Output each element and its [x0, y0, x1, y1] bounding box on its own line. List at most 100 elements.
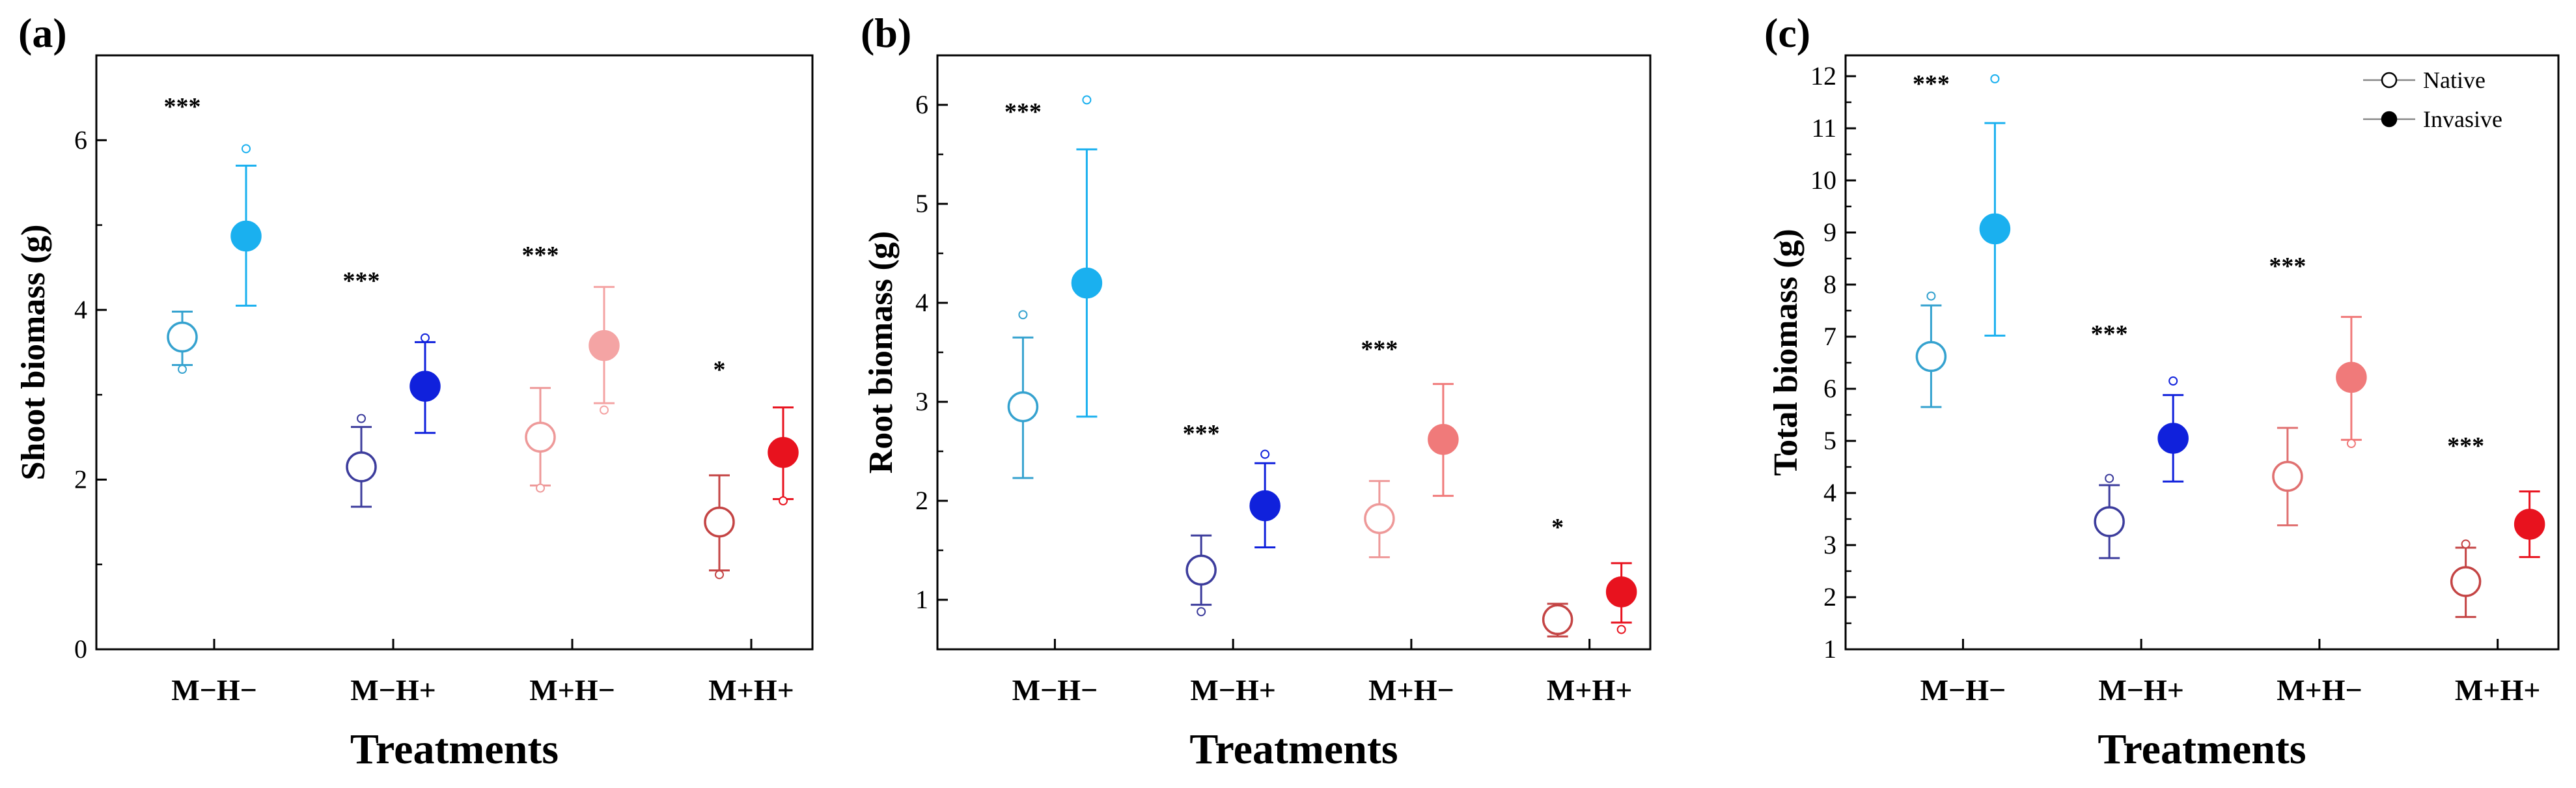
- mean-marker: [1428, 424, 1459, 455]
- y-tick-label: 2: [915, 486, 928, 515]
- mean-marker: [1249, 490, 1281, 522]
- mean-marker: [230, 220, 262, 252]
- y-tick-label: 4: [1823, 478, 1836, 507]
- x-tick-label: M+H+: [2455, 673, 2541, 707]
- x-tick-label: M+H−: [2277, 673, 2362, 707]
- data-point-invasive: [1071, 95, 1103, 418]
- chart-panel-1: (a) 0 2 4 6 M−H− M−H+ M+H− M+H+ Treatments Shoot b…: [15, 10, 814, 773]
- x-tick-label: M−H−: [1920, 673, 2006, 707]
- y-tick-label: 1: [1823, 634, 1836, 664]
- mean-marker: [2336, 361, 2367, 393]
- data-point-invasive: [1979, 74, 2011, 337]
- y-tick-label: 10: [1810, 165, 1836, 195]
- y-tick-label: 0: [74, 634, 87, 664]
- data-point-invasive: [409, 333, 441, 434]
- mean-marker: [167, 321, 198, 353]
- y-tick-label: 3: [915, 387, 928, 416]
- mean-marker: [768, 436, 799, 468]
- significance-label: ***: [1004, 98, 1042, 126]
- data-point-native: [2272, 427, 2303, 527]
- panel-letter: (a): [18, 10, 67, 56]
- y-tick-label: 8: [1823, 270, 1836, 299]
- x-axis-title: Treatments: [350, 725, 559, 773]
- significance-label: *: [1551, 514, 1564, 541]
- outlier-marker: [2346, 439, 2356, 448]
- y-tick-label: 12: [1810, 61, 1836, 91]
- mean-marker: [1915, 341, 1947, 373]
- data-point-native: [2094, 473, 2125, 559]
- x-tick-label: M+H+: [1547, 673, 1633, 707]
- outlier-marker: [1082, 95, 1092, 105]
- y-tick-label: 11: [1811, 113, 1836, 143]
- significance-label: ***: [1913, 70, 1950, 98]
- data-point-invasive: [1249, 449, 1281, 548]
- significance-label: *: [713, 356, 726, 384]
- mean-marker: [1605, 576, 1637, 608]
- data-point-invasive: [2157, 376, 2189, 483]
- y-axis-title: Shoot biomass (g): [15, 225, 52, 481]
- y-tick-label: 6: [74, 125, 87, 154]
- data-point-native: [1185, 534, 1217, 617]
- x-tick-label: M+H−: [1368, 673, 1454, 707]
- mean-marker: [346, 451, 377, 483]
- data-point-native: [167, 310, 198, 374]
- mean-marker: [1542, 604, 1573, 636]
- data-point-invasive: [230, 144, 262, 307]
- legend: Native Invasive: [2363, 67, 2502, 132]
- data-point-native: [704, 474, 735, 580]
- x-tick-label: M−H+: [2098, 673, 2184, 707]
- outlier-marker: [2168, 376, 2178, 386]
- mean-marker: [1007, 391, 1039, 423]
- x-tick-label: M+H−: [529, 673, 615, 707]
- data-point-invasive: [2336, 316, 2367, 448]
- outlier-marker: [1018, 310, 1028, 320]
- chart-panel-2: (b) 1 2 3 4 5 6 M−H− M−H+ M+H− M+H+ Treatments Root …: [861, 10, 1652, 773]
- legend-label: Native: [2423, 67, 2486, 93]
- data-point-native: [346, 414, 377, 508]
- outlier-marker: [2461, 539, 2471, 549]
- mean-marker: [2450, 566, 2482, 597]
- y-tick-label: 5: [1823, 426, 1836, 455]
- data-point-invasive: [2514, 490, 2545, 558]
- x-tick-label: M+H+: [708, 673, 794, 707]
- outlier-marker: [779, 496, 788, 505]
- data-point-native: [525, 387, 556, 493]
- data-point-invasive: [1605, 562, 1637, 634]
- significance-label: ***: [1183, 420, 1220, 447]
- significance-label: ***: [1361, 336, 1398, 363]
- mean-marker: [409, 371, 441, 402]
- outlier-marker: [1260, 449, 1270, 459]
- y-tick-label: 6: [1823, 374, 1836, 403]
- mean-marker: [1979, 213, 2011, 245]
- y-tick-label: 4: [915, 288, 928, 317]
- significance-label: ***: [164, 93, 201, 120]
- y-axis-title: Root biomass (g): [863, 231, 900, 474]
- outlier-marker: [1926, 291, 1936, 301]
- outlier-marker: [178, 365, 187, 374]
- data-point-native: [1007, 310, 1039, 479]
- legend-label: Invasive: [2423, 106, 2502, 132]
- significance-label: ***: [2269, 253, 2306, 280]
- mean-marker: [2272, 460, 2303, 492]
- panel-letter: (c): [1764, 10, 1810, 56]
- mean-marker: [704, 506, 735, 538]
- y-axis-title: Total biomass (g): [1767, 229, 1805, 475]
- outlier-marker: [536, 483, 545, 493]
- significance-label: ***: [343, 267, 380, 294]
- x-tick-label: M−H+: [350, 673, 436, 707]
- panel-letter: (b): [861, 10, 911, 56]
- y-tick-label: 7: [1823, 322, 1836, 351]
- legend-marker: [2381, 111, 2398, 128]
- y-tick-label: 2: [74, 464, 87, 494]
- mean-marker: [2094, 506, 2125, 537]
- x-tick-label: M−H+: [1190, 673, 1276, 707]
- x-axis-title: Treatments: [1189, 725, 1398, 773]
- mean-marker: [525, 421, 556, 453]
- outlier-marker: [242, 144, 251, 154]
- y-tick-label: 9: [1823, 218, 1836, 247]
- significance-label: ***: [2447, 432, 2484, 460]
- x-tick-label: M−H−: [1012, 673, 1098, 707]
- outlier-marker: [357, 414, 366, 423]
